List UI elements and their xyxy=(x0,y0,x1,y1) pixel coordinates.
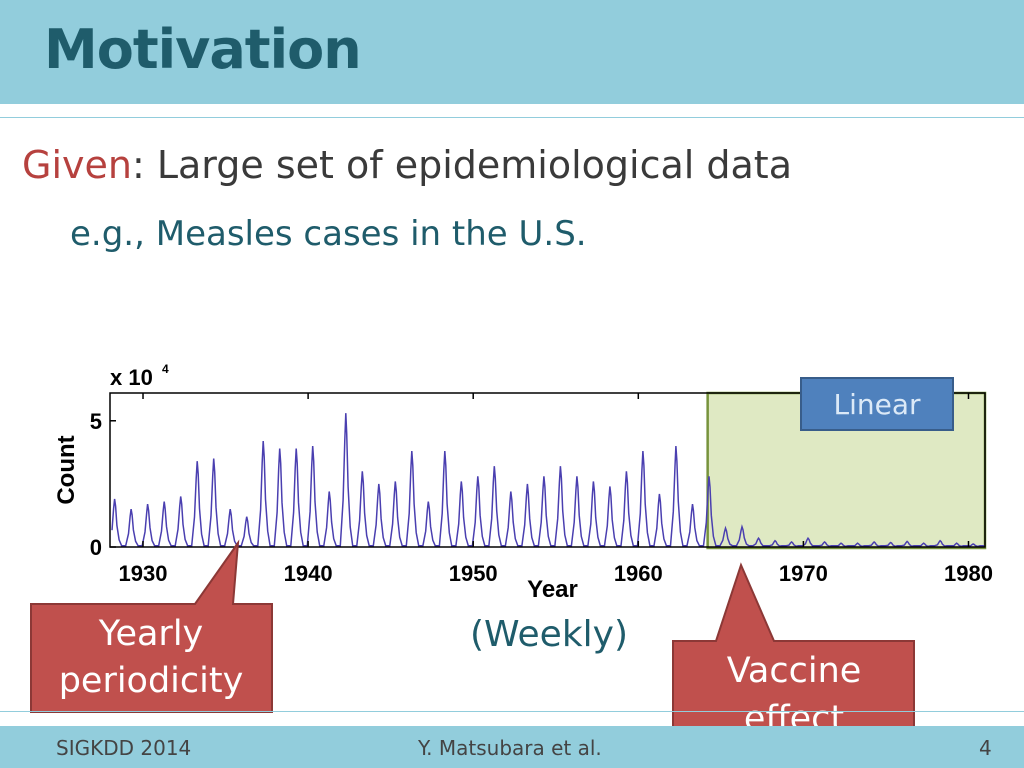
header-bar xyxy=(0,0,1024,106)
footer-bar xyxy=(0,726,1024,768)
y-exponent-label: x 10 xyxy=(110,365,153,390)
y-tick-label: 0 xyxy=(90,535,102,560)
x-tick-label: 1960 xyxy=(614,561,663,586)
footer-authors: Y. Matsubara et al. xyxy=(418,736,602,760)
y-axis-title: Count xyxy=(53,435,80,504)
x-tick-label: 1950 xyxy=(449,561,498,586)
yearly-callout-line2: periodicity xyxy=(59,661,244,701)
y-tick-label: 5 xyxy=(90,409,102,434)
plot-frame xyxy=(109,392,986,548)
given-line: Given: Large set of epidemiological data xyxy=(22,143,792,187)
slide-title: Motivation xyxy=(44,18,362,81)
linear-badge: Linear xyxy=(800,377,954,431)
given-keyword: Given xyxy=(22,143,132,187)
given-description: : Large set of epidemiological data xyxy=(131,143,792,187)
footer-conference: SIGKDD 2014 xyxy=(56,736,192,760)
x-tick-label: 1980 xyxy=(944,561,993,586)
header-divider xyxy=(0,117,1024,118)
x-axis-title: Year xyxy=(527,576,578,603)
yearly-callout-line1: Yearly xyxy=(98,614,204,654)
y-exponent-power: 4 xyxy=(162,362,169,376)
footer-page-number: 4 xyxy=(979,736,992,760)
vaccine-callout-line1: Vaccine xyxy=(727,651,862,691)
example-line: e.g., Measles cases in the U.S. xyxy=(70,214,587,254)
weekly-label: (Weekly) xyxy=(470,614,629,655)
x-tick-label: 1940 xyxy=(284,561,333,586)
x-tick-label: 1930 xyxy=(119,561,168,586)
x-tick-label: 1970 xyxy=(779,561,828,586)
footer-divider xyxy=(0,711,1024,712)
